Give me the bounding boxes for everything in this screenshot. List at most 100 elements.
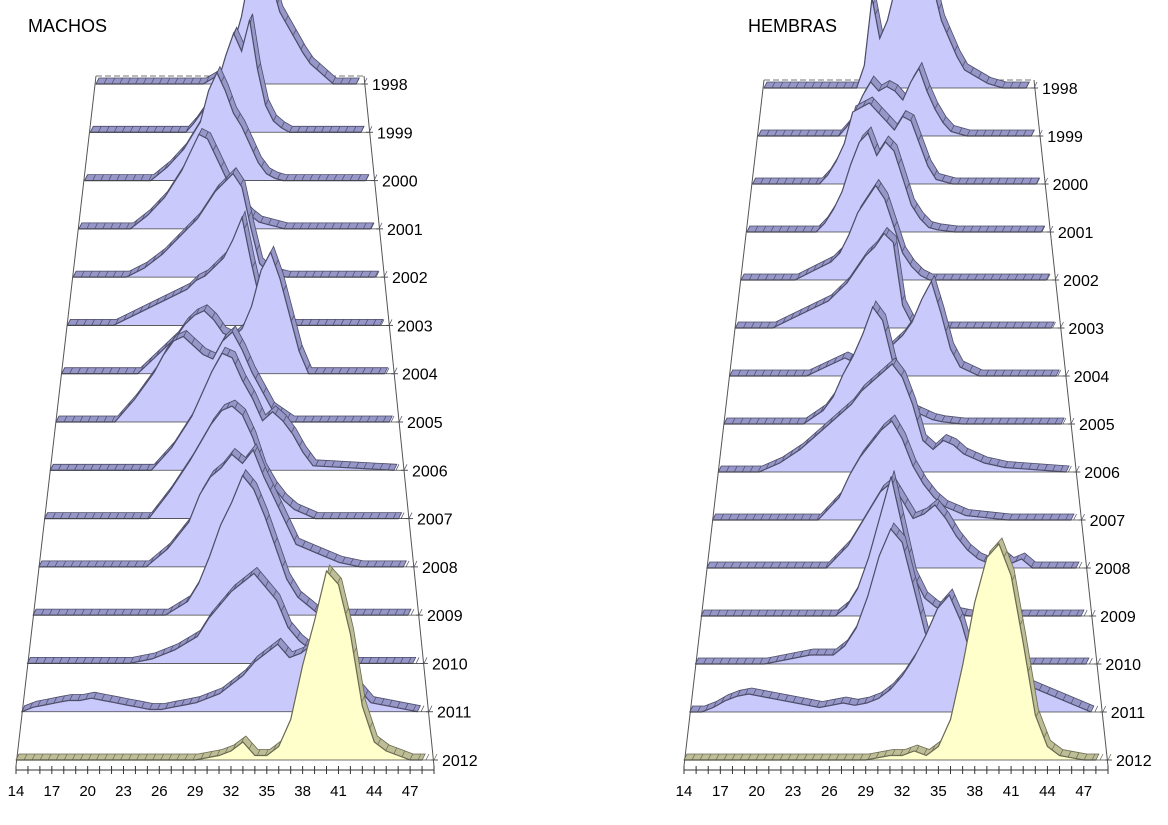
ribbon-divider bbox=[980, 455, 985, 462]
ribbon-divider bbox=[299, 439, 303, 447]
ribbon-divider bbox=[340, 77, 344, 85]
ribbon-divider bbox=[183, 330, 187, 337]
ribbon-divider bbox=[131, 310, 136, 317]
ribbon-divider bbox=[1022, 129, 1027, 137]
ribbon-divider bbox=[972, 451, 977, 459]
ribbon-divider bbox=[148, 174, 153, 181]
ribbon-divider bbox=[146, 464, 151, 471]
year-label: 2004 bbox=[402, 367, 438, 384]
ribbon-divider bbox=[1028, 177, 1033, 185]
ribbon-divider bbox=[1044, 321, 1048, 329]
ribbon-divider bbox=[331, 222, 335, 230]
ribbon-divider bbox=[785, 561, 790, 569]
ribbon-divider bbox=[890, 141, 894, 148]
ribbon-divider bbox=[284, 646, 289, 654]
ribbon-divider bbox=[765, 462, 770, 470]
ribbon-divider bbox=[272, 590, 277, 597]
ribbon-divider bbox=[281, 121, 285, 128]
ribbon-divider bbox=[112, 753, 116, 761]
ribbon-divider bbox=[862, 100, 867, 107]
ribbon-divider bbox=[319, 270, 324, 278]
ribbon-divider bbox=[389, 560, 394, 568]
ribbon-divider bbox=[984, 511, 989, 518]
ribbon-divider bbox=[1107, 753, 1112, 761]
ribbon-divider bbox=[800, 513, 805, 521]
ribbon-divider bbox=[261, 160, 265, 168]
ribbon-divider bbox=[1017, 81, 1022, 89]
ribbon-divider bbox=[797, 272, 801, 279]
ribbon-divider bbox=[949, 177, 954, 184]
ribbon-divider bbox=[256, 749, 261, 756]
ribbon-divider bbox=[975, 550, 980, 558]
ribbon-divider bbox=[983, 555, 988, 562]
ribbon-divider bbox=[128, 269, 133, 277]
ribbon-divider bbox=[135, 77, 139, 85]
ribbon-divider bbox=[387, 463, 392, 471]
ribbon-divider bbox=[94, 560, 99, 568]
ribbon-divider bbox=[105, 608, 109, 616]
ribbon-divider bbox=[901, 294, 906, 302]
ribbon-divider bbox=[42, 657, 47, 664]
ribbon-divider bbox=[942, 116, 947, 123]
ribbon-divider bbox=[950, 273, 954, 281]
ribbon-divider bbox=[347, 461, 352, 468]
ribbon-divider bbox=[1073, 513, 1077, 521]
ribbon-divider bbox=[788, 417, 792, 425]
ribbon-divider bbox=[343, 270, 348, 278]
ribbon-divider bbox=[322, 367, 327, 374]
ribbon-divider bbox=[404, 703, 409, 710]
ribbon-divider bbox=[138, 464, 143, 471]
ribbon-divider bbox=[1036, 463, 1040, 470]
x-tick-label: 20 bbox=[748, 783, 765, 800]
ribbon-divider bbox=[122, 464, 126, 471]
ribbon-divider bbox=[957, 417, 962, 424]
series-area bbox=[44, 406, 399, 519]
ribbon-divider bbox=[317, 174, 322, 181]
ribbon-divider bbox=[755, 417, 760, 425]
ribbon-divider bbox=[247, 355, 251, 363]
ribbon-divider bbox=[941, 174, 946, 182]
ribbon-divider bbox=[893, 240, 898, 248]
ribbon-divider bbox=[782, 316, 787, 324]
ribbon-divider bbox=[799, 177, 804, 185]
ribbon-divider bbox=[1041, 369, 1046, 377]
ribbon-divider bbox=[1067, 609, 1072, 617]
ribbon-divider bbox=[711, 657, 715, 665]
ribbon-divider bbox=[347, 222, 351, 230]
ribbon-divider bbox=[69, 694, 73, 701]
ribbon-divider bbox=[725, 465, 730, 473]
series-line bbox=[16, 569, 423, 761]
ribbon-divider bbox=[330, 367, 335, 374]
ribbon-divider bbox=[1049, 225, 1054, 233]
ribbon-divider bbox=[938, 3, 943, 10]
ribbon-divider bbox=[808, 513, 813, 521]
year-label: 2000 bbox=[1053, 177, 1089, 194]
ribbon-divider bbox=[378, 608, 383, 616]
ribbon-divider bbox=[80, 270, 85, 278]
ribbon-divider bbox=[1036, 177, 1040, 185]
series-area bbox=[684, 544, 1096, 760]
ribbon-divider bbox=[807, 649, 812, 656]
series-area bbox=[27, 573, 413, 664]
ribbon-divider bbox=[1020, 321, 1025, 329]
ribbon-divider bbox=[1070, 561, 1075, 569]
ribbon-divider bbox=[102, 560, 107, 568]
ribbon-divider bbox=[165, 702, 169, 709]
ribbon-divider bbox=[793, 561, 798, 569]
ribbon-divider bbox=[386, 608, 391, 616]
ribbon-divider bbox=[318, 415, 323, 423]
ribbon-divider bbox=[737, 369, 742, 377]
ribbon-divider bbox=[945, 324, 950, 332]
ribbon-divider bbox=[1038, 417, 1043, 425]
ribbon-divider bbox=[283, 222, 288, 229]
ribbon-divider bbox=[102, 222, 106, 230]
ribbon-divider bbox=[291, 426, 295, 433]
ribbon-divider bbox=[965, 177, 969, 185]
ribbon-divider bbox=[97, 608, 101, 616]
ribbon-divider bbox=[67, 319, 71, 326]
ribbon-divider bbox=[820, 609, 825, 617]
ribbon-divider bbox=[1072, 657, 1077, 665]
ribbon-divider bbox=[356, 319, 361, 326]
ribbon-divider bbox=[304, 126, 309, 133]
ribbon-divider bbox=[89, 608, 93, 616]
